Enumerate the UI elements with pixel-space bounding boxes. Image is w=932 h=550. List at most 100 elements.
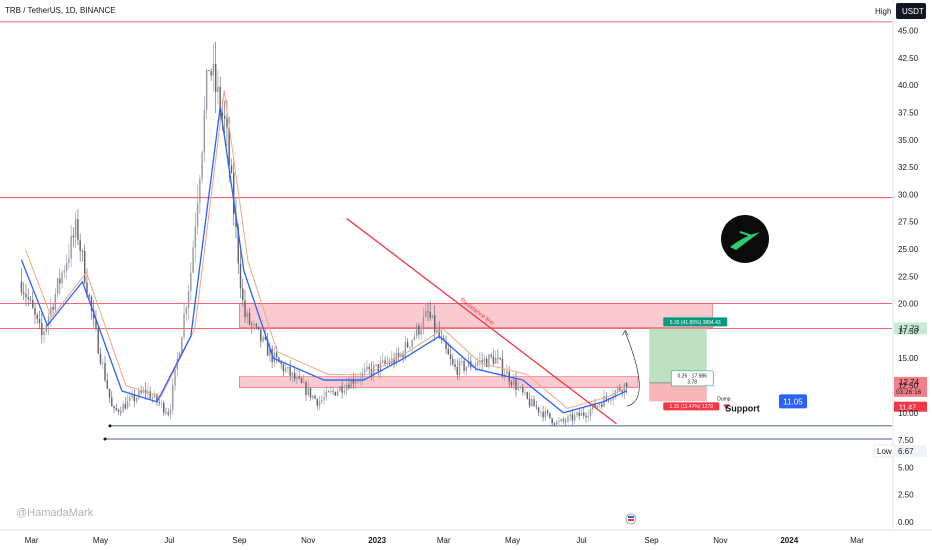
candle-body — [560, 419, 562, 422]
candle-body — [65, 262, 68, 271]
price-tick-label: 32.50 — [898, 163, 919, 172]
high-label: High — [875, 7, 891, 16]
candle-body — [185, 308, 188, 314]
candle-body — [95, 318, 97, 329]
candle-body — [438, 329, 440, 338]
candle-body — [172, 385, 174, 410]
candle-body — [122, 403, 124, 413]
candle-body — [312, 395, 314, 398]
time-tick-label: Mar — [850, 536, 864, 545]
candle-body — [269, 348, 271, 356]
candle-body — [300, 378, 303, 383]
price-tick-label: 17.50 — [898, 327, 919, 336]
stop-label: 1.15 (11.47%) 1279 — [669, 404, 713, 410]
candle-body — [339, 386, 341, 392]
price-scale[interactable]: 45.00 42.50 40.00 37.50 35.00 32.50 30.00 27.50… — [898, 27, 919, 527]
candle-body — [357, 379, 359, 382]
symbol-title[interactable]: TRB / TetherUS, 1D, BINANCE — [5, 6, 116, 15]
candle-body — [237, 227, 239, 264]
candle-body — [309, 387, 312, 398]
candle-body — [212, 63, 215, 76]
candle-body — [569, 414, 571, 417]
candle-body — [160, 402, 163, 404]
candle-body — [431, 315, 434, 318]
candle-body — [571, 414, 574, 421]
level-anchor-dot — [108, 424, 112, 428]
candle-body — [275, 352, 278, 358]
candle-body — [598, 404, 601, 406]
candle-body — [551, 418, 553, 424]
price-tick-label: 27.50 — [898, 218, 919, 227]
support-label: Support — [725, 403, 760, 413]
candle-body — [465, 366, 468, 371]
candle-body — [151, 397, 154, 399]
flag-event-icon[interactable] — [625, 513, 637, 525]
candle-body — [59, 278, 61, 284]
candle-body — [585, 415, 587, 418]
dump-label: Dump — [717, 396, 731, 402]
candle-body — [406, 342, 409, 348]
candle-body — [549, 412, 551, 419]
candle-body — [580, 412, 583, 416]
price-tick-label: 35.00 — [898, 136, 919, 145]
candle-body — [422, 316, 425, 330]
currency-button[interactable] — [896, 3, 926, 19]
candle-body — [318, 401, 321, 406]
candle-body — [621, 390, 623, 393]
candle-body — [519, 387, 522, 388]
candle-body — [255, 324, 258, 327]
candle-body — [528, 398, 531, 407]
candle-body — [296, 376, 298, 379]
candle-body — [427, 311, 429, 313]
candle-body — [144, 389, 147, 394]
candle-body — [553, 423, 556, 425]
candle-body — [32, 299, 34, 309]
time-tick-label: Sep — [232, 536, 247, 545]
candle-body — [594, 403, 596, 408]
candle-body — [83, 251, 86, 283]
candle-body — [393, 358, 395, 364]
price-tick-label: 15.00 — [898, 354, 919, 363]
candle-body — [86, 282, 88, 296]
candle-body — [129, 397, 131, 401]
candle-body — [282, 364, 285, 372]
candle-body — [418, 325, 420, 335]
candle-body — [167, 412, 169, 415]
candle-body — [623, 383, 626, 393]
candle-body — [273, 352, 276, 363]
currency-button-label[interactable]: USDT — [902, 7, 924, 16]
candle-body — [492, 356, 495, 364]
candle-body — [436, 329, 438, 333]
candle-body — [235, 214, 237, 228]
candle-body — [228, 127, 230, 166]
candle-body — [488, 354, 490, 367]
candle-body — [165, 412, 167, 414]
candle-body — [187, 291, 190, 309]
candle-body — [287, 366, 289, 369]
candle-body — [535, 406, 538, 408]
candle-body — [382, 360, 384, 363]
candle-body — [612, 396, 614, 400]
candle-body — [510, 382, 513, 386]
candle-body — [404, 342, 407, 358]
candle-body — [424, 311, 427, 317]
time-tick-label: Jul — [164, 536, 174, 545]
time-tick-label: Mar — [437, 536, 451, 545]
candle-body — [501, 359, 504, 375]
time-axis[interactable]: Mar May Jul Sep Nov 2023 Mar May Jul Sep Nov 2024 Ma… — [25, 536, 864, 545]
candle-body — [262, 336, 264, 342]
time-tick-label: Nov — [301, 536, 315, 545]
price-tick-label: 30.00 — [898, 190, 919, 199]
candle-body — [158, 401, 160, 404]
candle-body — [479, 360, 481, 363]
candle-body — [70, 235, 72, 259]
candle-body — [483, 358, 486, 363]
time-tick-label: May — [505, 536, 520, 545]
candle-body — [208, 70, 210, 72]
time-tick-label: Mar — [25, 536, 39, 545]
candle-body — [41, 322, 43, 336]
candle-body — [397, 352, 400, 357]
